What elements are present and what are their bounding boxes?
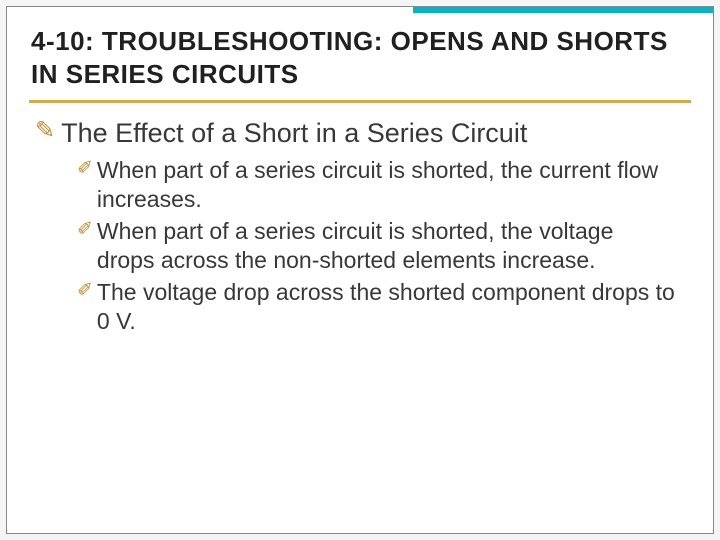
slide-heading: 4-10: TROUBLESHOOTING: OPENS AND SHORTS … — [31, 25, 689, 90]
bullet-level1: ✎ The Effect of a Short in a Series Circ… — [35, 117, 685, 150]
pencil-outline-icon: ✐ — [77, 217, 93, 243]
bullet-level2: ✐ The voltage drop across the shorted co… — [77, 278, 677, 337]
top-accent-bar — [413, 7, 713, 13]
bullet-level2: ✐ When part of a series circuit is short… — [77, 217, 677, 276]
bullet-level2-group: ✐ When part of a series circuit is short… — [35, 156, 685, 337]
bullet-level2-text: The voltage drop across the shorted comp… — [97, 278, 677, 337]
slide-heading-block: 4-10: TROUBLESHOOTING: OPENS AND SHORTS … — [7, 7, 713, 96]
slide: 4-10: TROUBLESHOOTING: OPENS AND SHORTS … — [6, 6, 714, 534]
slide-content: ✎ The Effect of a Short in a Series Circ… — [7, 103, 713, 337]
bullet-level2-text: When part of a series circuit is shorted… — [97, 156, 677, 215]
bullet-level1-text: The Effect of a Short in a Series Circui… — [61, 117, 527, 150]
bullet-level2-text: When part of a series circuit is shorted… — [97, 217, 677, 276]
pencil-outline-icon: ✐ — [77, 156, 93, 182]
bullet-level2: ✐ When part of a series circuit is short… — [77, 156, 677, 215]
pencil-outline-icon: ✐ — [77, 278, 93, 304]
pencil-icon: ✎ — [35, 117, 55, 145]
